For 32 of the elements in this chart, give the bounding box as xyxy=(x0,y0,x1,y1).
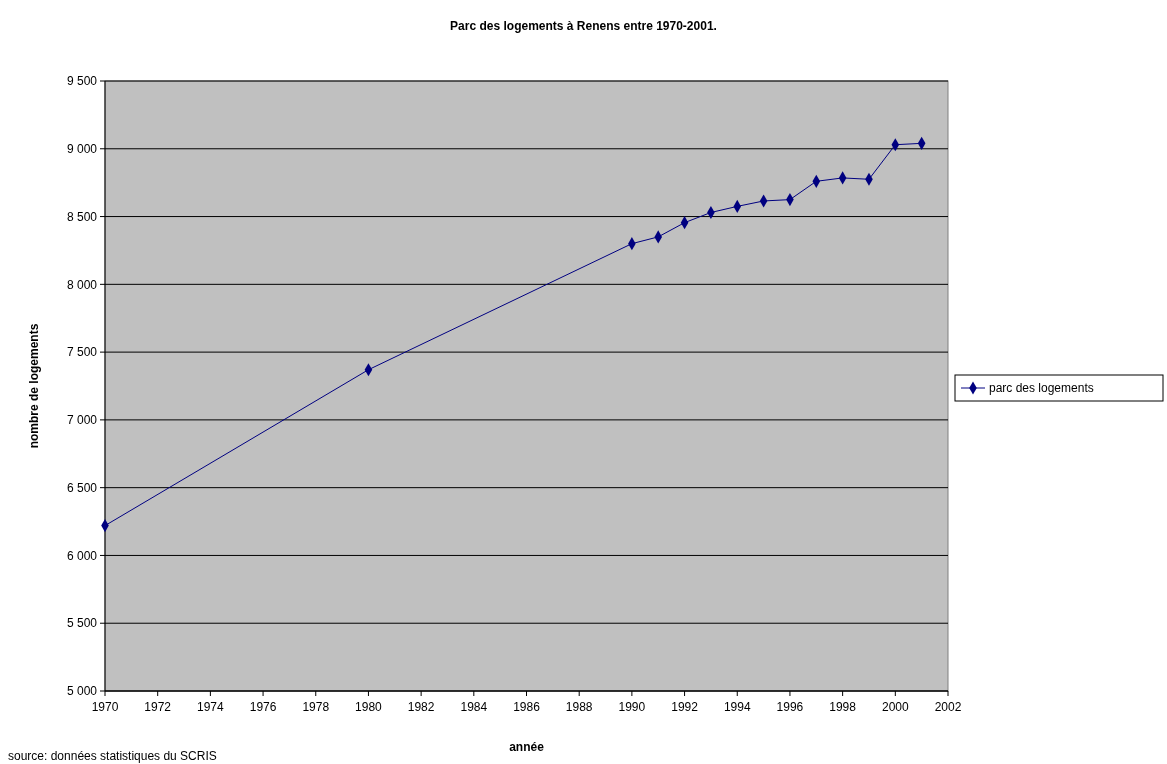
x-tick-label: 1974 xyxy=(197,700,225,714)
y-tick-label: 7 000 xyxy=(66,413,98,428)
y-tick-label: 6 000 xyxy=(66,548,98,563)
x-tick-label: 1992 xyxy=(671,700,699,714)
y-tick-label: 6 500 xyxy=(66,480,98,495)
x-tick-label: 1976 xyxy=(249,700,277,714)
x-tick-label: 1986 xyxy=(513,700,541,714)
x-tick-label: 1988 xyxy=(565,700,593,714)
x-tick-label: 1984 xyxy=(460,700,488,714)
x-tick-label: 1980 xyxy=(355,700,383,714)
x-tick-label: 1996 xyxy=(776,700,804,714)
y-tick-label: 5 500 xyxy=(66,616,98,631)
x-tick-label: 1990 xyxy=(618,700,646,714)
x-tick-label: 2000 xyxy=(881,700,909,714)
y-tick-label: 9 500 xyxy=(66,74,98,89)
x-tick-label: 1994 xyxy=(723,700,751,714)
y-tick-label: 8 500 xyxy=(66,209,98,224)
y-tick-label: 7 500 xyxy=(66,345,98,360)
y-tick-label: 8 000 xyxy=(66,277,98,292)
y-axis-title: nombre de logements xyxy=(27,323,41,449)
x-tick-label: 1972 xyxy=(144,700,172,714)
source-note: source: données statistiques du SCRIS xyxy=(8,749,217,763)
x-tick-label: 2002 xyxy=(934,700,962,714)
x-tick-label: 1982 xyxy=(407,700,435,714)
y-tick-label: 5 000 xyxy=(66,684,98,699)
x-axis-title: année xyxy=(509,740,545,754)
x-tick-label: 1970 xyxy=(91,700,119,714)
legend-label: parc des logements xyxy=(989,381,1094,396)
x-tick-label: 1978 xyxy=(302,700,330,714)
chart-title: Parc des logements à Renens entre 1970-2001. xyxy=(450,19,717,33)
x-tick-label: 1998 xyxy=(829,700,857,714)
y-tick-label: 9 000 xyxy=(66,141,98,156)
